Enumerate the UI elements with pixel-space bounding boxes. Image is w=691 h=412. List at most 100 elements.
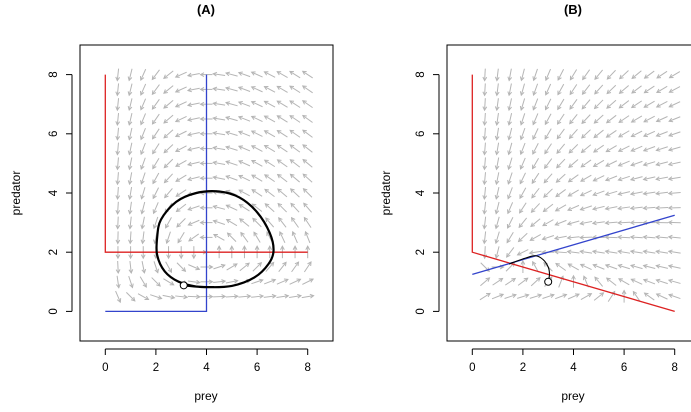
field-arrow (519, 157, 526, 170)
field-arrow (655, 176, 669, 182)
field-arrow (276, 85, 288, 93)
field-arrow (556, 113, 565, 125)
field-arrow (279, 231, 286, 244)
field-arrow (225, 278, 239, 284)
field-arrow (544, 98, 552, 111)
field-arrow (517, 293, 530, 299)
field-arrow (188, 264, 201, 271)
field-arrow (302, 158, 313, 168)
field-arrow (604, 206, 618, 211)
field-arrow (152, 143, 160, 155)
field-arrow (519, 127, 526, 141)
field-arrow (618, 278, 630, 286)
field-arrow (186, 72, 200, 78)
field-arrow (667, 249, 681, 255)
field-arrow (506, 247, 515, 258)
field-arrow (176, 262, 187, 272)
field-arrow (544, 113, 552, 126)
field-arrow (528, 250, 542, 255)
field-arrow (250, 100, 263, 108)
field-arrow (115, 68, 121, 82)
field-arrow (494, 187, 500, 200)
field-arrow (667, 205, 681, 211)
field-arrow (289, 144, 301, 153)
field-arrow (581, 99, 591, 110)
field-arrow (263, 174, 275, 183)
field-arrow (212, 145, 226, 151)
field-arrow (276, 71, 288, 79)
field-arrow (668, 86, 681, 93)
field-arrow (240, 231, 249, 243)
field-arrow (655, 85, 668, 93)
panel-a-y-axis: 0 2 4 6 8 (48, 71, 73, 315)
field-arrow (507, 172, 513, 185)
field-arrow (604, 249, 618, 255)
field-arrow (238, 294, 252, 299)
field-arrow (151, 99, 160, 110)
field-arrow (140, 201, 146, 215)
field-arrow (519, 142, 526, 156)
field-arrow (618, 70, 629, 80)
field-arrow (115, 142, 121, 156)
field-arrow (140, 187, 146, 200)
field-arrow (289, 278, 302, 285)
field-arrow (555, 173, 566, 183)
field-arrow (224, 71, 238, 77)
field-arrow (263, 144, 276, 153)
field-arrow (303, 216, 312, 228)
field-arrow (494, 231, 500, 245)
field-arrow (276, 159, 288, 168)
field-arrow (494, 172, 500, 186)
field-arrow (582, 69, 591, 81)
field-arrow (302, 188, 313, 198)
field-arrow (174, 71, 187, 78)
field-arrow (225, 86, 238, 92)
field-arrow (163, 158, 174, 169)
field-arrow (290, 202, 300, 213)
field-arrow (568, 128, 578, 140)
x-tick-label: 6 (621, 362, 627, 374)
field-arrow (554, 204, 567, 212)
field-arrow (251, 293, 265, 299)
field-arrow (655, 116, 668, 123)
field-arrow (290, 216, 299, 228)
field-arrow (569, 84, 578, 96)
field-arrow (278, 261, 287, 273)
field-arrow (140, 172, 146, 185)
field-arrow (115, 260, 121, 275)
field-arrow (579, 220, 593, 226)
field-arrow (592, 190, 605, 197)
field-arrow (302, 278, 314, 285)
field-arrow (128, 260, 134, 274)
field-arrow (543, 158, 553, 170)
field-arrow (532, 83, 539, 97)
field-arrow (593, 144, 605, 153)
field-arrow (494, 246, 500, 260)
panel-b-vector-field (479, 68, 681, 303)
field-arrow (276, 173, 288, 183)
field-arrow (655, 205, 669, 211)
field-arrow (655, 190, 669, 196)
field-arrow (631, 85, 642, 94)
field-arrow (507, 83, 513, 97)
field-arrow (507, 98, 512, 112)
y-tick-label: 8 (415, 71, 427, 77)
field-arrow (238, 218, 250, 227)
field-arrow (532, 68, 538, 82)
field-arrow (252, 217, 262, 228)
field-arrow (151, 277, 161, 287)
field-arrow (519, 83, 525, 97)
field-arrow (127, 83, 133, 97)
field-arrow (555, 293, 568, 300)
field-arrow (566, 249, 580, 255)
field-arrow (655, 278, 668, 285)
field-arrow (139, 276, 147, 288)
field-arrow (494, 98, 500, 112)
field-arrow (591, 249, 605, 255)
field-arrow (263, 278, 277, 285)
field-arrow (127, 113, 133, 126)
field-arrow (605, 145, 617, 153)
field-arrow (532, 157, 539, 170)
field-arrow (592, 159, 605, 167)
